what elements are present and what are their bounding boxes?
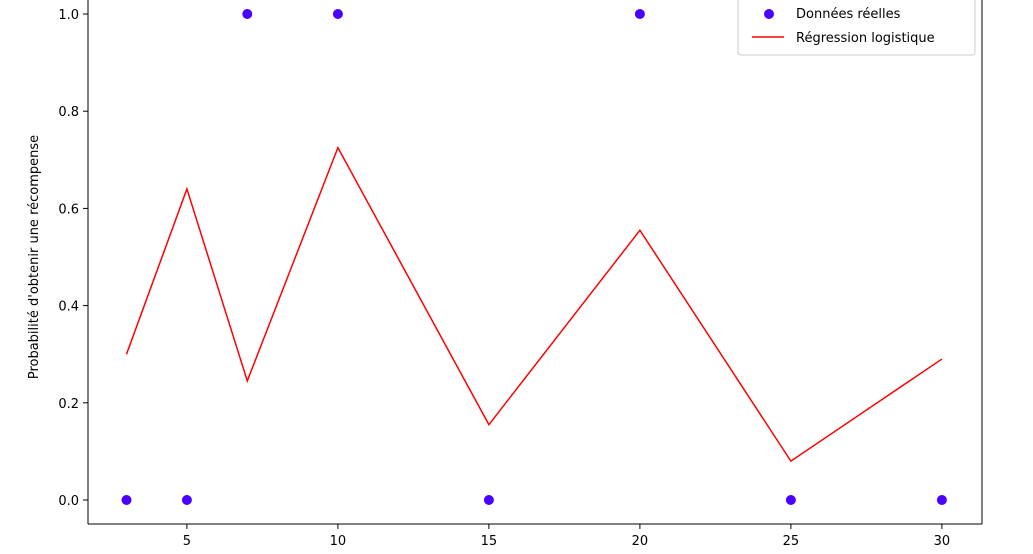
y-tick-label: 0.4 (58, 300, 79, 315)
data-point-donnees-reelles (936, 495, 947, 505)
x-tick-label: 5 (183, 534, 191, 549)
axes (83, 0, 983, 529)
plot-area (121, 9, 947, 505)
data-point-donnees-reelles (121, 495, 132, 505)
y-tick-label: 1.0 (58, 8, 79, 23)
x-tick-label: 25 (783, 534, 800, 549)
x-tick-label: 20 (632, 534, 649, 549)
data-point-donnees-reelles (483, 495, 494, 505)
legend-label-regression-logistique: Régression logistique (796, 31, 935, 46)
data-point-donnees-reelles (785, 495, 796, 505)
legend-label-donnees-reelles: Données réelles (796, 7, 901, 22)
y-tick-label: 0.8 (58, 105, 79, 120)
legend-marker-donnees-reelles (764, 9, 774, 19)
y-tick-label: 0.6 (58, 202, 79, 217)
data-point-donnees-reelles (181, 495, 192, 505)
data-point-donnees-reelles (242, 9, 253, 19)
x-tick-label: 30 (934, 534, 951, 549)
legend: Données réelles Régression logistique (737, 0, 976, 56)
x-tick-label: 10 (330, 534, 347, 549)
y-tick-label: 0.0 (58, 494, 79, 509)
x-tick-label: 15 (481, 534, 498, 549)
data-point-donnees-reelles (332, 9, 343, 19)
y-axis-label: Probabilité d'obtenir une récompense (27, 135, 42, 379)
data-point-donnees-reelles (634, 9, 645, 19)
legend-frame (737, 0, 976, 56)
y-tick-label: 0.2 (58, 397, 79, 412)
series-line-regression-logistique (125, 145, 943, 463)
